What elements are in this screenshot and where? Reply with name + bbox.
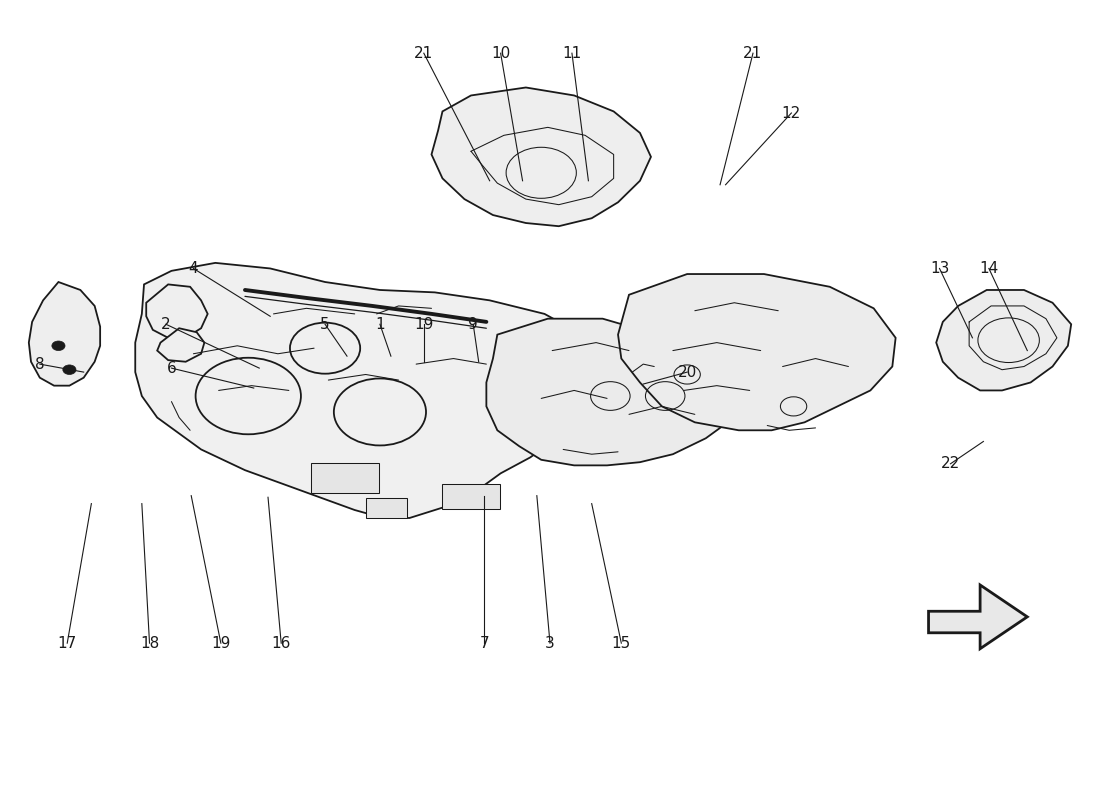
Text: 13: 13 [930, 261, 949, 276]
Polygon shape [486, 318, 746, 466]
Text: 21: 21 [415, 46, 433, 61]
Bar [442, 484, 499, 510]
Circle shape [63, 365, 76, 374]
Text: 12: 12 [782, 106, 801, 121]
Text: 4: 4 [188, 261, 198, 276]
Text: 21: 21 [744, 46, 762, 61]
Text: 16: 16 [272, 636, 290, 650]
Text: 20: 20 [678, 365, 696, 379]
Polygon shape [157, 328, 205, 362]
Text: 19: 19 [414, 317, 433, 332]
Text: 3: 3 [546, 636, 554, 650]
Bar [365, 498, 407, 518]
Text: 7: 7 [480, 636, 490, 650]
Polygon shape [431, 87, 651, 226]
Text: 1: 1 [375, 317, 385, 332]
Polygon shape [928, 585, 1027, 649]
Polygon shape [618, 274, 895, 430]
Polygon shape [936, 290, 1071, 390]
Text: 14: 14 [979, 261, 999, 276]
Text: 15: 15 [612, 636, 631, 650]
Polygon shape [135, 263, 603, 518]
Polygon shape [29, 282, 100, 386]
Text: 5: 5 [320, 317, 330, 332]
Text: 22: 22 [940, 456, 960, 471]
Text: 6: 6 [166, 361, 176, 376]
Text: 19: 19 [211, 636, 231, 650]
Text: 9: 9 [469, 317, 478, 332]
Polygon shape [146, 285, 208, 338]
Text: 17: 17 [57, 636, 77, 650]
Circle shape [52, 341, 65, 350]
Text: 8: 8 [35, 357, 45, 372]
Text: 11: 11 [562, 46, 582, 61]
Text: 10: 10 [491, 46, 510, 61]
Bar [311, 463, 378, 494]
Text: 18: 18 [140, 636, 159, 650]
Text: 2: 2 [162, 317, 170, 332]
